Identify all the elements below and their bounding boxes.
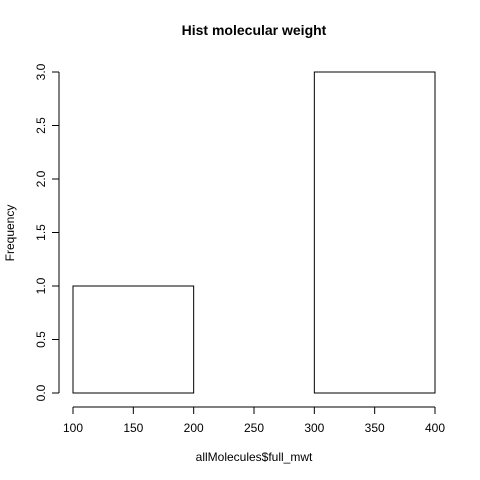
x-tick-label: 250 — [244, 421, 264, 435]
x-axis-label: allMolecules$full_mwt — [196, 450, 313, 464]
y-tick-label: 3.0 — [34, 63, 48, 80]
x-tick-label: 200 — [184, 421, 204, 435]
x-tick-label: 400 — [425, 421, 445, 435]
x-tick-label: 150 — [123, 421, 143, 435]
y-tick-label: 0.5 — [34, 331, 48, 348]
x-tick-label: 300 — [304, 421, 324, 435]
chart-title: Hist molecular weight — [182, 22, 327, 38]
x-axis-ticks: 100 150 200 250 300 350 400 — [63, 407, 445, 435]
x-tick-label: 100 — [63, 421, 83, 435]
y-axis-label: Frequency — [3, 205, 17, 262]
bars-group — [72, 71, 436, 394]
y-axis-ticks: 0.0 0.5 1.0 1.5 2.0 2.5 3.0 — [34, 63, 59, 401]
histogram-bar-0 — [72, 285, 195, 394]
y-tick-label: 0.0 — [34, 384, 48, 401]
histogram-bar-2 — [313, 71, 436, 394]
y-tick-label: 1.5 — [34, 224, 48, 241]
x-tick-label: 350 — [365, 421, 385, 435]
y-tick-label: 2.0 — [34, 170, 48, 187]
y-tick-label: 2.5 — [34, 117, 48, 134]
y-tick-label: 1.0 — [34, 277, 48, 294]
